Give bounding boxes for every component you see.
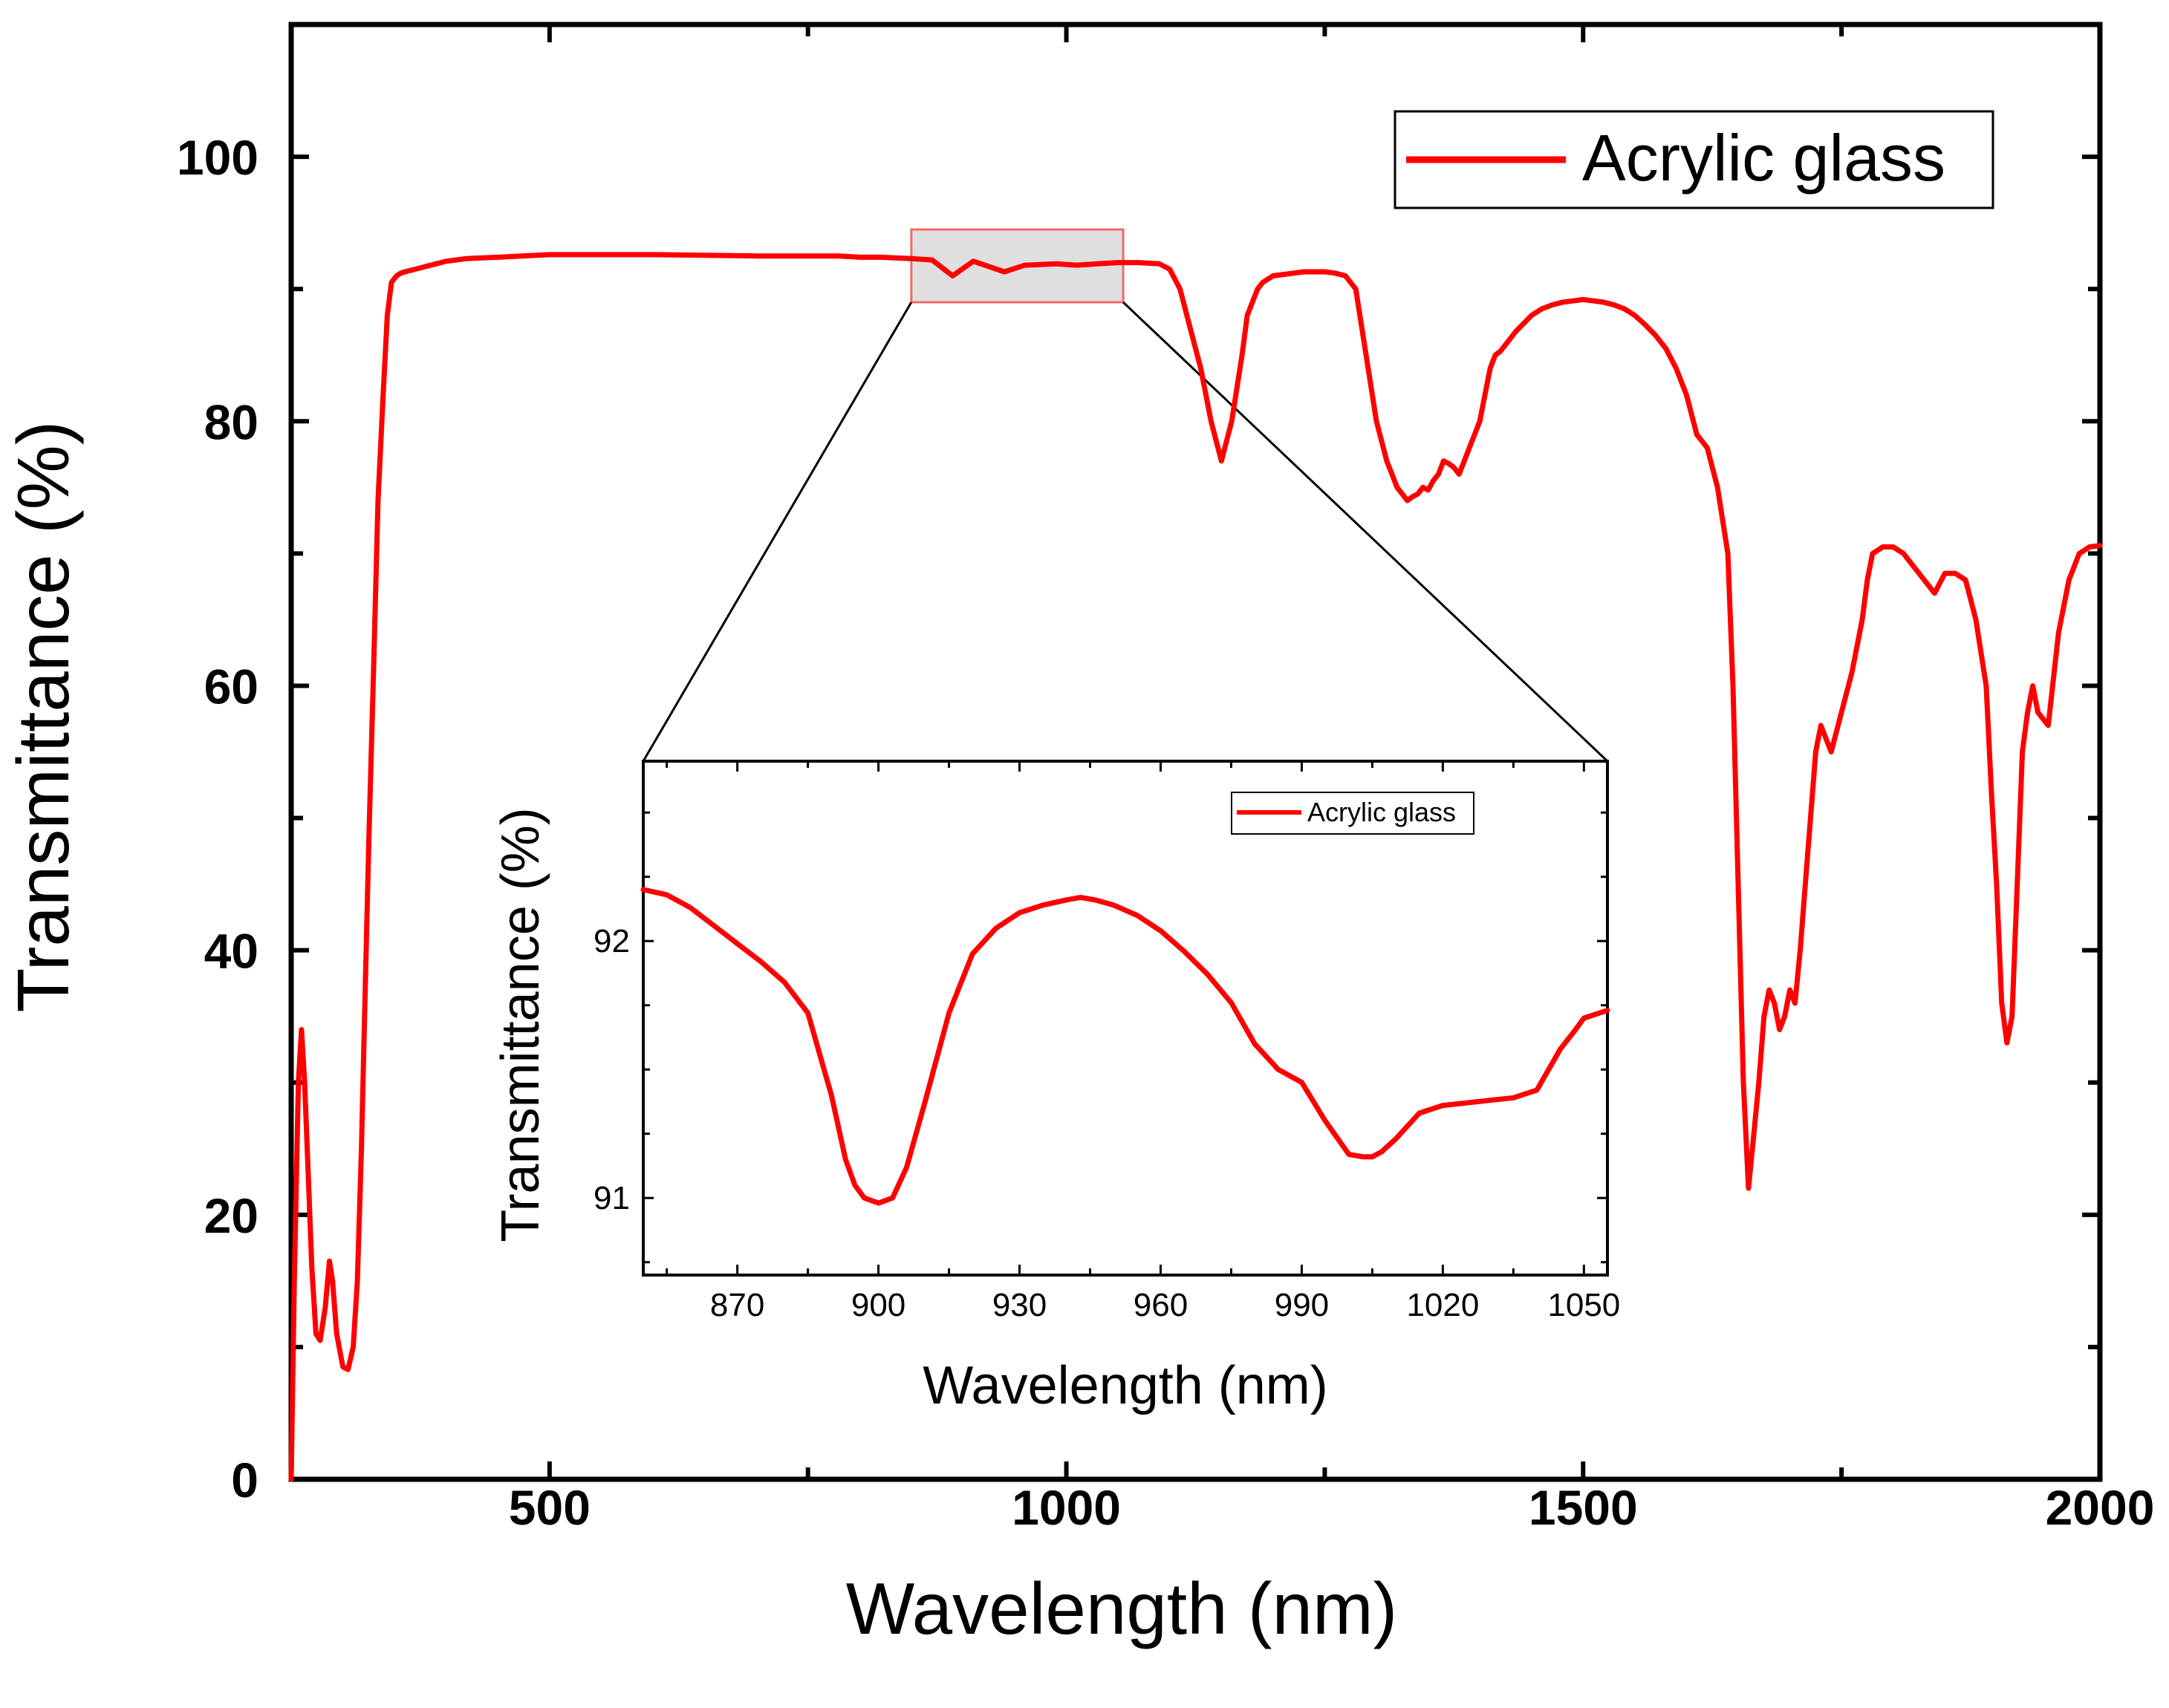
main-y-tick-label: 20	[204, 1188, 258, 1243]
main-plot-frame	[288, 22, 2103, 1482]
main-y-tick-labels: 0 20 40 60 80 100	[177, 130, 258, 1507]
inset-x-tick-label: 960	[1134, 1287, 1188, 1323]
main-x-axis-label: Wavelength (nm)	[846, 1568, 1398, 1649]
main-y-ticks	[291, 22, 2100, 1482]
inset-y-tick-labels: 91 92	[594, 923, 630, 1216]
inset-plot: 870 900 930 960 990 1020 1050 91 92 Wavelength …	[491, 760, 1620, 1415]
inset-x-tick-labels: 870 900 930 960 990 1020 1050	[710, 1287, 1620, 1323]
inset-y-tick-label: 92	[594, 923, 630, 959]
inset-x-tick-label: 870	[710, 1287, 764, 1323]
main-legend-label: Acrylic glass	[1582, 121, 1945, 195]
main-x-tick-labels: 500 1000 1500 2000	[509, 1480, 2155, 1535]
inset-x-tick-label: 990	[1275, 1287, 1329, 1323]
inset-plot-frame	[642, 760, 1609, 1277]
main-x-tick-label: 2000	[2046, 1480, 2155, 1535]
main-y-tick-label: 40	[204, 924, 258, 979]
main-y-tick-label: 0	[231, 1453, 258, 1507]
inset-x-tick-label: 1050	[1547, 1287, 1620, 1323]
main-y-axis-label: Transmittance (%)	[2, 421, 84, 1013]
main-plot: 500 1000 1500 2000 0 20 40 60 80 100 Wavelength …	[2, 22, 2155, 1649]
inset-x-tick-label: 1020	[1406, 1287, 1479, 1323]
inset-x-tick-label: 930	[992, 1287, 1047, 1323]
inset-series-line-acrylic-glass	[640, 887, 1610, 1206]
inset-y-ticks	[643, 811, 1607, 1264]
inset-legend: Acrylic glass	[1231, 792, 1474, 835]
main-x-tick-label: 500	[509, 1480, 591, 1535]
zoom-connector-right	[1122, 301, 1609, 763]
main-legend: Acrylic glass	[1394, 110, 1994, 209]
main-series-line-acrylic-glass	[288, 252, 2103, 1482]
main-x-ticks	[289, 25, 2102, 1479]
inset-x-ticks	[666, 761, 1585, 1275]
main-y-tick-label: 100	[177, 130, 258, 185]
zoom-connector-left	[642, 301, 913, 762]
inset-x-tick-label: 900	[851, 1287, 905, 1323]
inset-x-axis-label: Wavelength (nm)	[923, 1356, 1328, 1415]
main-x-tick-label: 1000	[1012, 1480, 1121, 1535]
main-y-tick-label: 80	[204, 394, 258, 449]
inset-y-axis-label: Transmittance (%)	[491, 807, 550, 1242]
main-x-tick-label: 1500	[1529, 1480, 1638, 1535]
inset-y-tick-label: 91	[594, 1180, 630, 1216]
main-y-tick-label: 60	[204, 659, 258, 714]
inset-legend-label: Acrylic glass	[1307, 797, 1456, 827]
